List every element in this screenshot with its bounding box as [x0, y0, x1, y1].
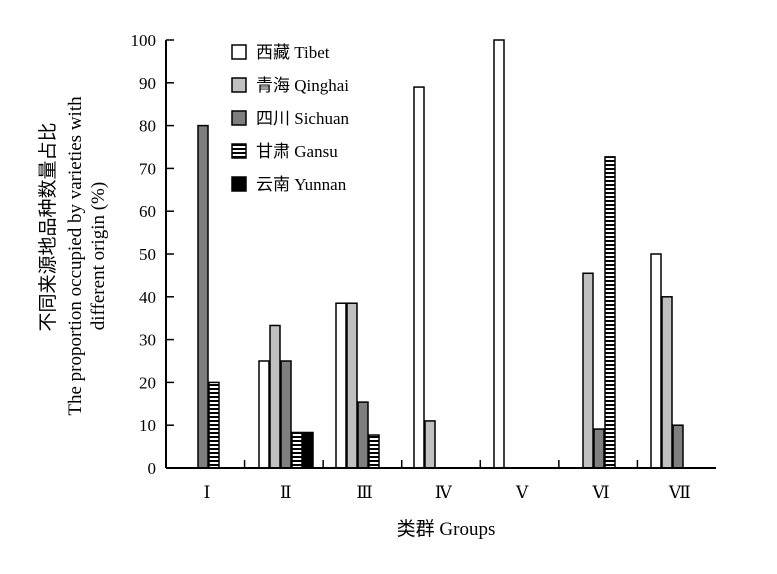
x-tick-label: Ⅳ [435, 483, 453, 502]
x-tick-label: Ⅴ [515, 483, 529, 502]
y-axis-title-line-2: The proportion occupied by varieties wit… [65, 96, 86, 416]
legend-swatch [231, 143, 247, 159]
x-axis-title: 类群 Groups [397, 518, 496, 540]
y-tick-label: 90 [139, 74, 156, 93]
y-axis-title-line-3: different origin (%) [88, 182, 109, 330]
x-axis-ticks: Ⅰ Ⅱ Ⅲ Ⅳ Ⅴ Ⅵ Ⅶ [204, 460, 691, 502]
y-tick-label: 70 [139, 159, 156, 178]
x-tick-label: Ⅱ [280, 483, 292, 502]
bar [650, 253, 662, 469]
legend-label: 青海 Qinghai [256, 76, 349, 95]
y-axis-ticks: 0 10 20 30 40 50 60 70 80 90 100 [131, 31, 174, 478]
x-tick-label: Ⅵ [591, 483, 609, 502]
y-axis-title: 不同来源地品种数量占比 The proportion occupied by v… [37, 96, 109, 416]
legend: 西藏 Tibet 青海 Qinghai 四川 Sichuan 甘肃 Gansu 云南 Y… [231, 43, 350, 194]
legend-swatch [231, 110, 247, 126]
legend-label: 西藏 Tibet [256, 43, 330, 62]
legend-swatch [231, 176, 247, 192]
x-tick-label: Ⅶ [668, 483, 691, 502]
bar [346, 302, 358, 469]
legend-label: 云南 Yunnan [256, 175, 347, 194]
y-tick-label: 100 [131, 31, 157, 50]
bar [604, 156, 616, 469]
y-axis-title-line-1: 不同来源地品种数量占比 [37, 122, 59, 331]
bar [269, 324, 281, 469]
y-tick-label: 30 [139, 331, 156, 350]
bar [493, 39, 505, 469]
bar [291, 431, 303, 469]
y-tick-label: 40 [139, 288, 156, 307]
bar [413, 86, 425, 469]
bar [661, 296, 673, 469]
bar [672, 424, 684, 469]
bar [424, 420, 436, 469]
bar [258, 360, 270, 469]
legend-swatch [231, 77, 247, 93]
bar [197, 124, 209, 469]
bar [302, 431, 314, 469]
legend-label: 四川 Sichuan [256, 109, 350, 128]
y-tick-label: 10 [139, 416, 156, 435]
bar [208, 381, 220, 469]
bar [593, 428, 605, 469]
y-tick-label: 60 [139, 202, 156, 221]
x-tick-label: Ⅰ [204, 483, 211, 502]
bar [368, 434, 380, 469]
bar [335, 302, 347, 469]
legend-label: 甘肃 Gansu [256, 142, 338, 161]
y-tick-label: 20 [139, 373, 156, 392]
bar [280, 360, 292, 469]
x-tick-label: Ⅲ [356, 483, 372, 502]
bars [197, 39, 684, 469]
bar [357, 401, 369, 469]
y-tick-label: 80 [139, 117, 156, 136]
y-tick-label: 50 [139, 245, 156, 264]
legend-swatch [231, 44, 247, 60]
bar [582, 272, 594, 469]
y-tick-label: 0 [148, 459, 157, 478]
